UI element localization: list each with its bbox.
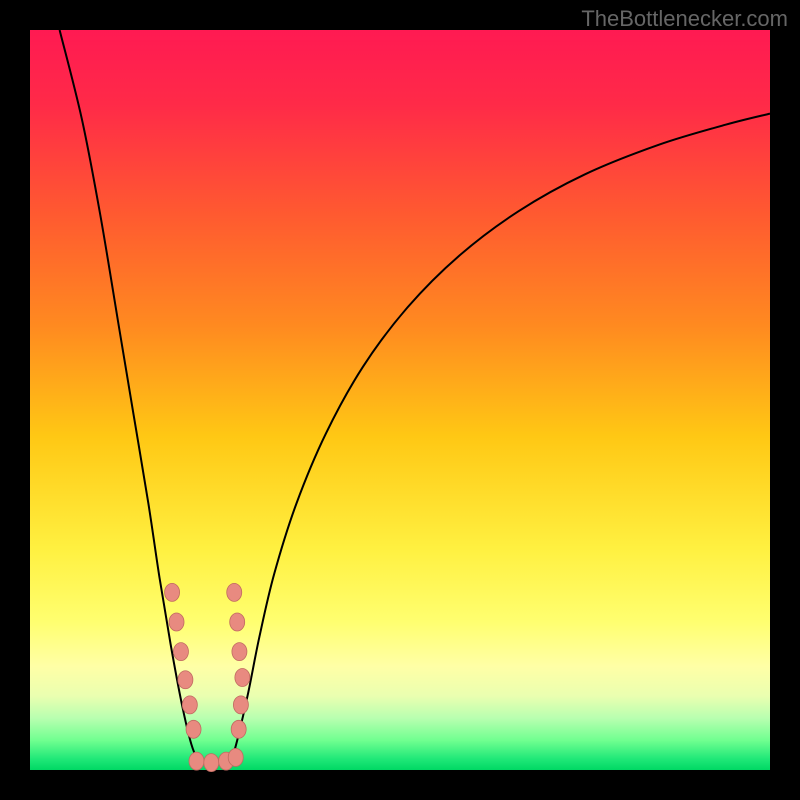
- curve-marker: [186, 720, 201, 738]
- curve-marker: [230, 613, 245, 631]
- curve-marker: [178, 671, 193, 689]
- curve-marker: [204, 754, 219, 772]
- curve-marker: [233, 696, 248, 714]
- curve-marker: [165, 583, 180, 601]
- curve-layer: [0, 0, 800, 800]
- chart-frame: TheBottlenecker.com: [0, 0, 800, 800]
- curve-marker: [231, 720, 246, 738]
- curve-marker: [189, 752, 204, 770]
- curve-marker: [169, 613, 184, 631]
- curve-marker: [227, 583, 242, 601]
- curve-marker: [232, 643, 247, 661]
- curve-marker: [228, 748, 243, 766]
- watermark-text: TheBottlenecker.com: [581, 6, 788, 32]
- curve-marker: [182, 696, 197, 714]
- curve-marker: [235, 669, 250, 687]
- curve-marker: [173, 643, 188, 661]
- curve-right-branch: [230, 114, 770, 767]
